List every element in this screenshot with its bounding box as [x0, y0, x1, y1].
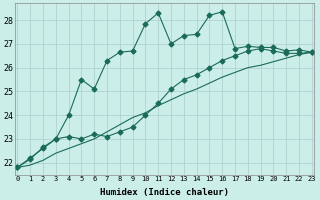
- X-axis label: Humidex (Indice chaleur): Humidex (Indice chaleur): [100, 188, 229, 197]
